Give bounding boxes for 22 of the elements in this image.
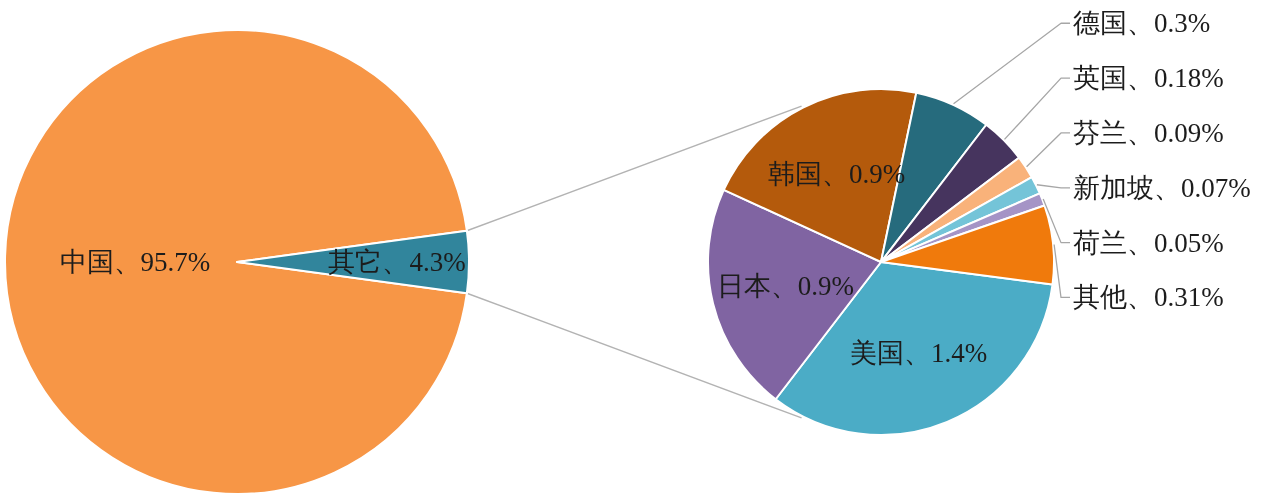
- slice-label: 韩国: [767, 158, 822, 189]
- slice-label: 美国: [850, 338, 905, 369]
- slice-label: 芬兰: [1073, 117, 1127, 148]
- slice-label: 德国: [1073, 8, 1127, 39]
- pie-slice: [4, 29, 468, 495]
- slice-label: 新加坡: [1073, 172, 1154, 203]
- data-label: 、0.05%: [1127, 227, 1224, 258]
- slice-label: 英国: [1073, 63, 1127, 94]
- slice-label: 其它: [328, 247, 383, 277]
- data-label: 、1.4%: [904, 338, 988, 369]
- data-label: 、0.31%: [1127, 282, 1224, 313]
- data-label: 、0.3%: [1127, 8, 1211, 39]
- slice-label: 荷兰: [1073, 227, 1127, 258]
- slice-label: 中国: [59, 247, 114, 277]
- data-label: 、95.7%: [113, 247, 211, 277]
- data-label: 、0.07%: [1154, 172, 1251, 203]
- data-label: 、0.18%: [1127, 63, 1224, 94]
- slice-label: 日本: [716, 270, 771, 301]
- data-label: 、0.09%: [1127, 117, 1224, 148]
- slice-label: 其他: [1073, 282, 1127, 313]
- data-label: 、4.3%: [382, 247, 466, 277]
- data-label: 、0.9%: [770, 270, 854, 301]
